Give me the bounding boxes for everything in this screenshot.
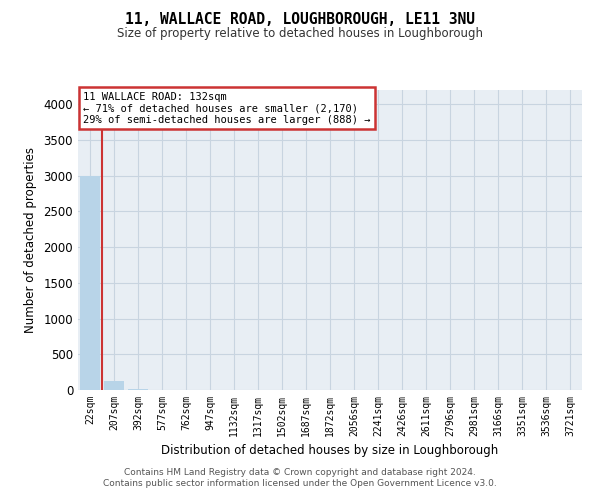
Text: Size of property relative to detached houses in Loughborough: Size of property relative to detached ho…	[117, 28, 483, 40]
Text: 11, WALLACE ROAD, LOUGHBOROUGH, LE11 3NU: 11, WALLACE ROAD, LOUGHBOROUGH, LE11 3NU	[125, 12, 475, 28]
Text: 11 WALLACE ROAD: 132sqm
← 71% of detached houses are smaller (2,170)
29% of semi: 11 WALLACE ROAD: 132sqm ← 71% of detache…	[83, 92, 371, 124]
Bar	[104, 382, 124, 390]
Text: Contains HM Land Registry data © Crown copyright and database right 2024.
Contai: Contains HM Land Registry data © Crown c…	[103, 468, 497, 487]
X-axis label: Distribution of detached houses by size in Loughborough: Distribution of detached houses by size …	[161, 444, 499, 458]
Bar	[80, 176, 100, 390]
Y-axis label: Number of detached properties: Number of detached properties	[23, 147, 37, 333]
